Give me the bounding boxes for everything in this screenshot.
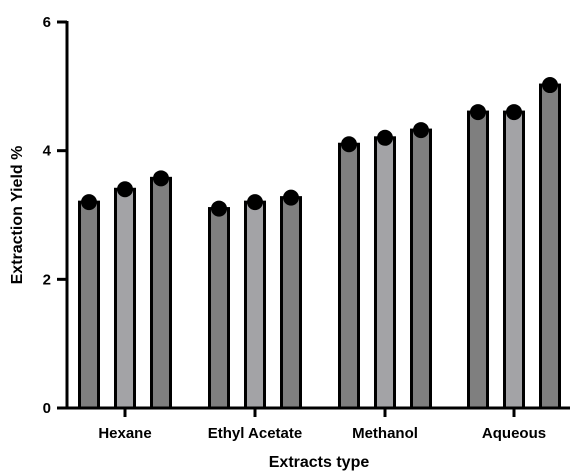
bars-layer: [78, 83, 561, 410]
bar: [150, 176, 172, 410]
bar: [338, 142, 360, 410]
y-tick-label: 2: [43, 271, 51, 288]
y-tick-label: 6: [43, 14, 51, 31]
category-labels: Hexane Ethyl Acetate Methanol Aqueous: [98, 425, 546, 442]
y-tick-label: 0: [43, 400, 51, 417]
data-point: [153, 170, 169, 187]
data-point: [247, 194, 263, 211]
x-axis-title: Extracts type: [269, 454, 370, 471]
y-axis-title: Extraction Yield %: [9, 146, 26, 285]
bar: [374, 136, 396, 410]
y-tick-label: 4: [43, 143, 52, 160]
data-point: [413, 122, 429, 139]
bar: [539, 83, 561, 410]
bar: [114, 187, 136, 410]
data-point: [542, 77, 558, 94]
category-label: Ethyl Acetate: [208, 425, 302, 442]
data-point: [341, 136, 357, 153]
data-point: [211, 200, 227, 217]
data-point: [506, 104, 522, 121]
bar: [280, 196, 302, 410]
data-point: [470, 104, 486, 121]
data-point: [283, 189, 299, 206]
bar: [503, 110, 525, 410]
category-label: Methanol: [352, 425, 418, 442]
ticks-layer: 0 2 4 6: [43, 14, 516, 417]
bar: [208, 207, 230, 410]
data-point: [81, 194, 97, 211]
bar: [410, 128, 432, 410]
category-label: Aqueous: [482, 425, 546, 442]
data-point: [377, 129, 393, 146]
bar: [244, 200, 266, 410]
points-layer: [81, 77, 558, 217]
bar: [78, 200, 100, 410]
data-point: [117, 181, 133, 198]
category-label: Hexane: [98, 425, 151, 442]
bar: [467, 110, 489, 410]
